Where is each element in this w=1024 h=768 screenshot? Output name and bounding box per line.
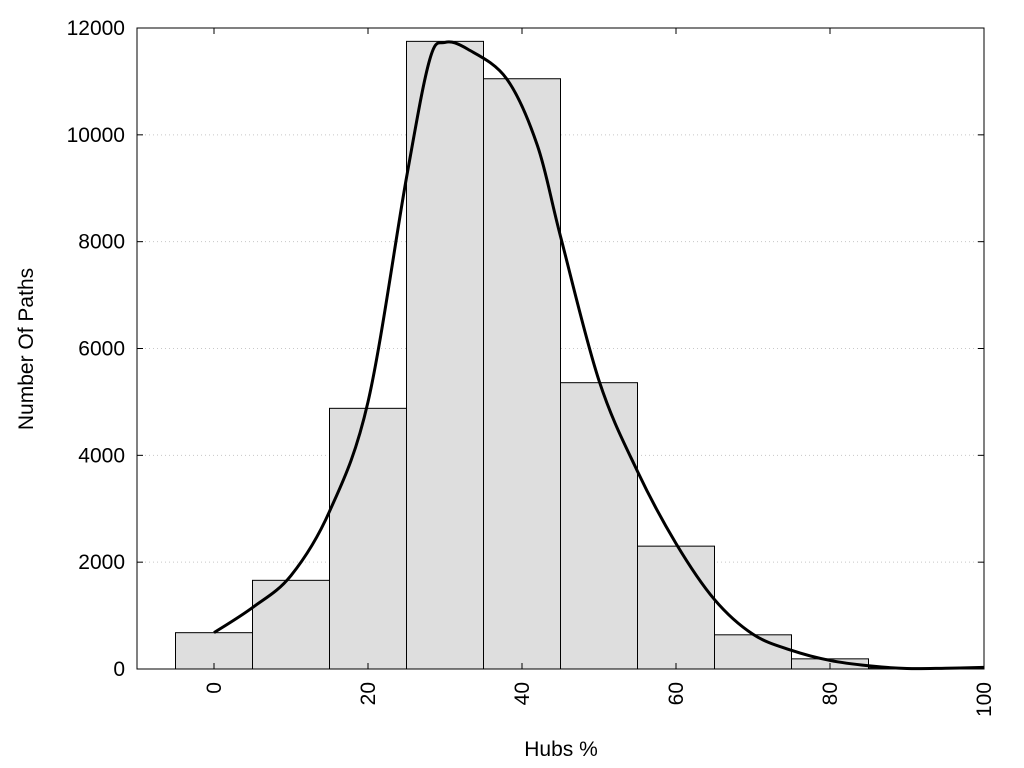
x-axis-ticks: 0 20 40 60 80 100 — [203, 28, 996, 717]
x-tick-label: 20 — [357, 682, 380, 705]
y-tick-label: 8000 — [78, 231, 125, 254]
x-tick-label: 100 — [973, 682, 996, 717]
x-tick-label: 80 — [819, 682, 842, 705]
histogram-bar — [329, 407, 407, 670]
histogram-bar — [637, 545, 715, 670]
y-axis-ticks: 0 2000 4000 6000 8000 10000 12000 — [67, 17, 984, 681]
x-tick-label: 60 — [665, 682, 688, 705]
histogram-bar — [252, 579, 330, 670]
x-tick-label: 40 — [511, 682, 534, 705]
y-tick-label: 2000 — [78, 551, 125, 574]
histogram-bar — [406, 40, 484, 670]
fit-curve — [213, 40, 985, 671]
x-axis-title: Hubs % — [524, 738, 598, 761]
y-tick-label: 12000 — [67, 17, 125, 40]
y-tick-label: 4000 — [78, 444, 125, 467]
y-tick-label: 0 — [113, 658, 125, 681]
histogram-bar — [560, 382, 638, 670]
fit-curve-layer — [213, 40, 985, 671]
histogram-bar — [483, 78, 561, 670]
x-tick-label: 0 — [203, 682, 226, 694]
y-tick-label: 10000 — [67, 124, 125, 147]
histogram-bars — [175, 40, 946, 670]
y-axis-title: Number Of Paths — [15, 268, 38, 430]
histogram-bar — [175, 632, 253, 670]
y-tick-label: 6000 — [78, 338, 125, 361]
histogram-bar — [714, 634, 792, 670]
